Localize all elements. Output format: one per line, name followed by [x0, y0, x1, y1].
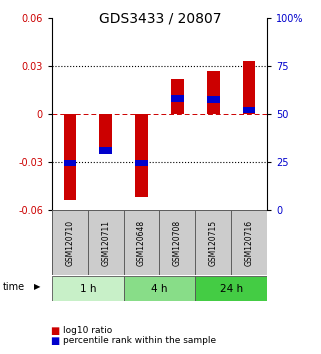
FancyBboxPatch shape	[52, 276, 124, 301]
Bar	[207, 96, 220, 103]
Text: 24 h: 24 h	[220, 284, 243, 293]
Bar	[135, 160, 148, 166]
Text: GSM120648: GSM120648	[137, 219, 146, 266]
Text: GSM120708: GSM120708	[173, 219, 182, 266]
Text: GSM120715: GSM120715	[209, 219, 218, 266]
FancyBboxPatch shape	[195, 210, 231, 275]
FancyBboxPatch shape	[88, 210, 124, 275]
Text: ■: ■	[50, 336, 59, 346]
Bar	[243, 107, 255, 113]
Text: time: time	[3, 282, 25, 292]
FancyBboxPatch shape	[52, 210, 88, 275]
Bar	[135, 114, 148, 197]
Bar	[207, 71, 220, 114]
Bar	[100, 114, 112, 149]
Bar	[171, 79, 184, 114]
FancyBboxPatch shape	[195, 276, 267, 301]
Text: GSM120711: GSM120711	[101, 219, 110, 266]
FancyBboxPatch shape	[124, 276, 195, 301]
FancyBboxPatch shape	[124, 210, 160, 275]
Bar	[243, 61, 255, 114]
Text: GSM120716: GSM120716	[245, 219, 254, 266]
Text: GDS3433 / 20807: GDS3433 / 20807	[99, 11, 222, 25]
FancyBboxPatch shape	[231, 210, 267, 275]
Text: log10 ratio: log10 ratio	[63, 326, 112, 336]
Text: 1 h: 1 h	[80, 284, 96, 293]
Text: percentile rank within the sample: percentile rank within the sample	[63, 336, 216, 345]
Bar	[64, 114, 76, 200]
Text: 4 h: 4 h	[151, 284, 168, 293]
Bar	[171, 96, 184, 102]
FancyBboxPatch shape	[160, 210, 195, 275]
Text: GSM120710: GSM120710	[65, 219, 74, 266]
Bar	[100, 147, 112, 154]
Bar	[64, 160, 76, 166]
Text: ▶: ▶	[34, 282, 40, 291]
Text: ■: ■	[50, 326, 59, 336]
